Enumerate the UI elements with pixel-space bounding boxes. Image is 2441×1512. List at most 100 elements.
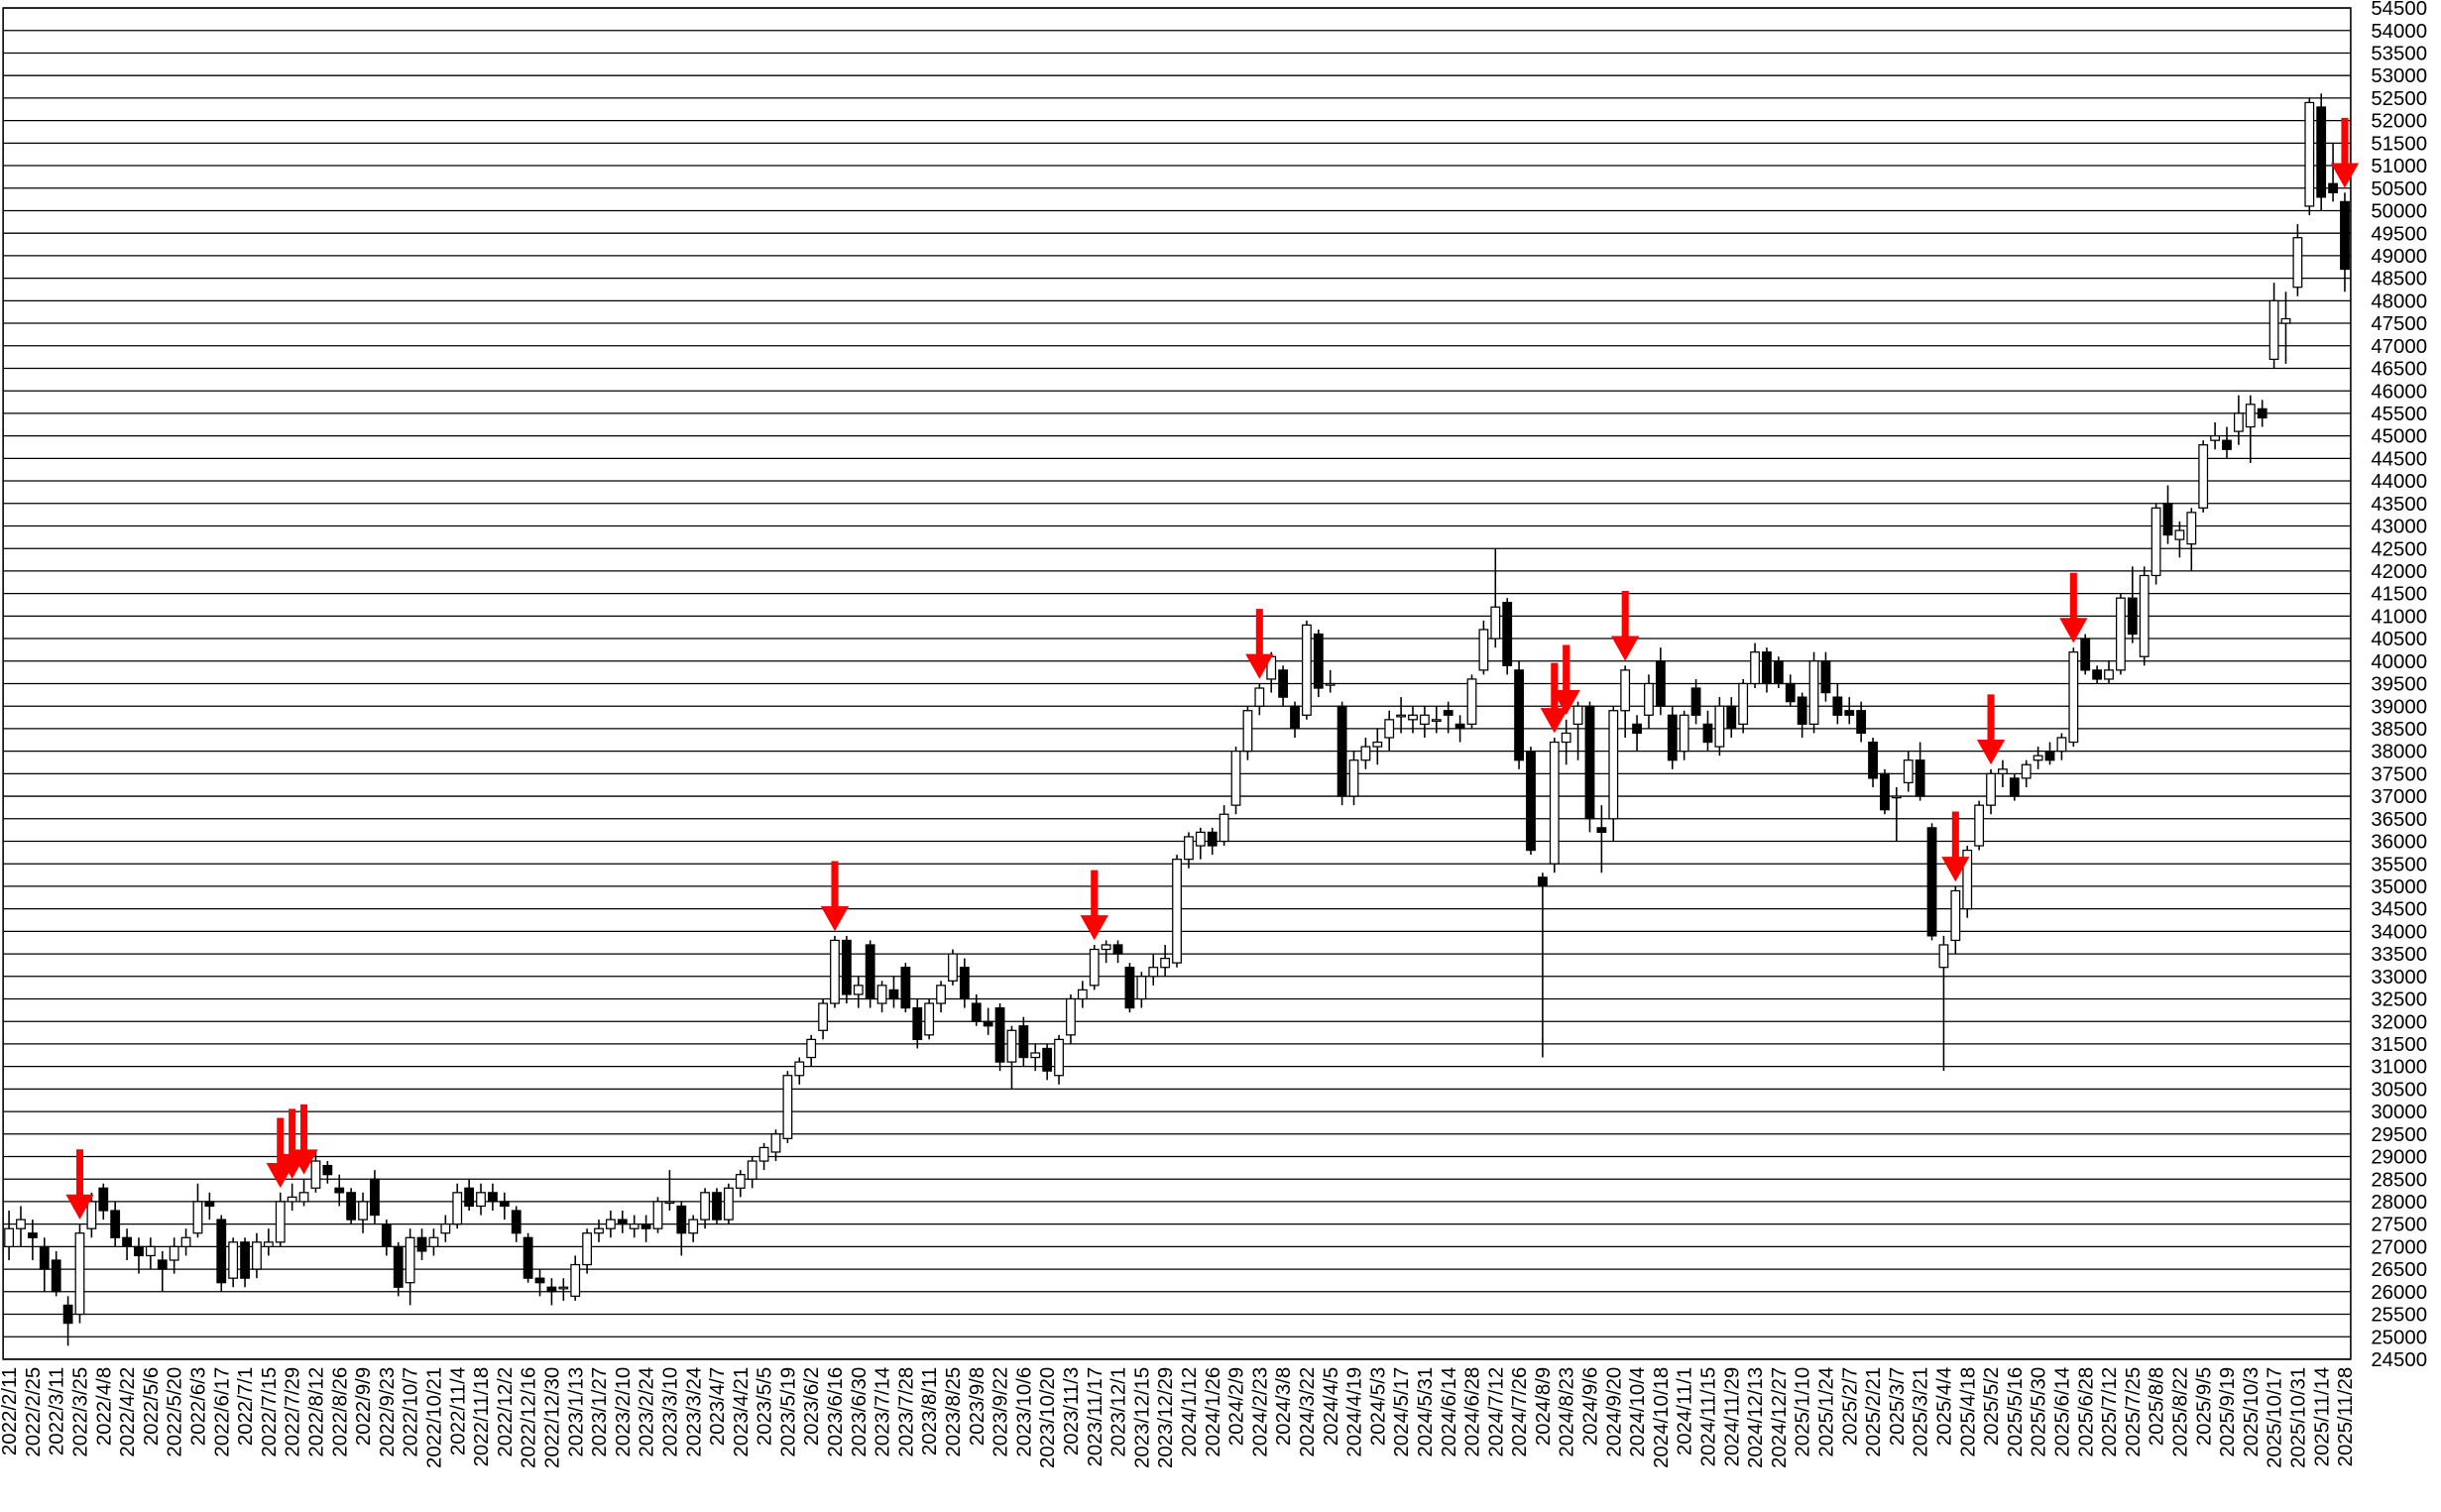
x-tick-label: 2025/7/25 — [2123, 1367, 2145, 1457]
candle-body — [263, 1241, 274, 1247]
candle-body — [2116, 597, 2126, 671]
candle-body — [2186, 512, 2197, 545]
arrow-head — [1080, 915, 1108, 941]
y-tick-label: 50500 — [2371, 178, 2427, 200]
x-tick-label: 2023/6/2 — [801, 1367, 823, 1446]
candle-body — [2304, 101, 2315, 207]
y-tick-label: 25500 — [2371, 1305, 2427, 1327]
candle-body — [948, 953, 958, 982]
candle-body — [534, 1277, 545, 1284]
candle-body — [2174, 529, 2185, 540]
x-tick-label: 2022/7/15 — [259, 1367, 281, 1457]
x-tick-label: 2023/10/20 — [1037, 1367, 1059, 1468]
candle-body — [1018, 1025, 1029, 1059]
arrows — [65, 117, 2360, 1220]
candle-body — [1219, 813, 1229, 843]
candle-body — [1726, 705, 1737, 730]
arrow-head — [2330, 163, 2360, 188]
x-tick-label: 2022/12/2 — [495, 1367, 517, 1457]
x-tick-label: 2025/9/19 — [2217, 1367, 2239, 1457]
y-tick-label: 39500 — [2371, 674, 2427, 696]
candle-body — [1348, 759, 1359, 797]
x-tick-label: 2023/6/30 — [849, 1367, 871, 1457]
x-tick-label: 2023/1/13 — [565, 1367, 587, 1457]
y-tick-label: 44500 — [2371, 448, 2427, 470]
candle-body — [2162, 503, 2173, 536]
x-tick-label: 2022/12/16 — [519, 1367, 540, 1468]
signal-arrow — [1941, 811, 1970, 882]
candle-body — [758, 1146, 769, 1162]
candle-body — [145, 1245, 156, 1257]
candle-body — [1880, 772, 1890, 811]
candle-body — [192, 1201, 203, 1234]
candle-body — [971, 1002, 982, 1022]
y-tick-label: 26500 — [2371, 1259, 2427, 1281]
y-tick-label: 45000 — [2371, 426, 2427, 448]
candle-body — [180, 1236, 191, 1247]
candle-body — [1986, 772, 1996, 806]
candle-body — [1089, 948, 1100, 987]
candle-body — [2104, 669, 2114, 680]
x-tick-label: 2024/5/17 — [1391, 1367, 1413, 1457]
candle-body — [1066, 997, 1076, 1036]
x-tick-label: 2025/9/5 — [2193, 1367, 2215, 1446]
y-tick-label: 30500 — [2371, 1079, 2427, 1101]
candle-body — [287, 1196, 297, 1203]
y-tick-label: 46500 — [2371, 359, 2427, 381]
candle-body — [346, 1192, 357, 1221]
signal-arrow — [820, 861, 850, 932]
candle-body — [2280, 317, 2291, 324]
candle-body — [405, 1236, 415, 1284]
x-tick-label: 2023/5/19 — [777, 1367, 799, 1457]
candle-body — [2257, 407, 2267, 419]
candle-body — [1844, 710, 1855, 716]
y-tick-label: 28000 — [2371, 1192, 2427, 1214]
candle-body — [1596, 827, 1607, 834]
x-tick-label: 2022/9/23 — [377, 1367, 399, 1457]
candle-body — [1785, 682, 1796, 703]
x-tick-label: 2024/11/29 — [1721, 1367, 1743, 1467]
candle-body — [252, 1241, 262, 1270]
signal-arrow — [1976, 694, 2006, 765]
candle-body — [640, 1223, 651, 1229]
arrow-head — [1611, 636, 1640, 661]
candle-body — [1655, 660, 1666, 707]
y-tick-label: 47000 — [2371, 336, 2427, 358]
plot-frame — [2, 7, 2352, 1360]
candle-body — [2139, 574, 2150, 657]
y-tick-label: 41500 — [2371, 584, 2427, 606]
candle-body — [1620, 669, 1631, 712]
candle-body — [1042, 1047, 1053, 1072]
candle-body — [841, 939, 852, 995]
candle-body — [1195, 831, 1206, 847]
candle-body — [1714, 705, 1725, 748]
candle-body — [1608, 710, 1619, 820]
candle-body — [723, 1187, 734, 1221]
candle-body — [393, 1245, 404, 1288]
y-tick-label: 34500 — [2371, 899, 2427, 921]
y-tick-label: 50000 — [2371, 201, 2427, 223]
y-tick-label: 51500 — [2371, 133, 2427, 155]
x-tick-label: 2025/8/22 — [2169, 1367, 2191, 1457]
x-tick-label: 2022/2/25 — [23, 1367, 45, 1457]
candle-body — [1632, 723, 1642, 735]
candle-body — [1077, 989, 1088, 1000]
candle-body — [1466, 678, 1477, 726]
x-tick-label: 2023/2/10 — [613, 1367, 635, 1457]
candle-body — [629, 1223, 639, 1229]
signal-arrow — [2330, 117, 2360, 188]
y-tick-label: 24500 — [2371, 1349, 2427, 1371]
candle-body — [1360, 746, 1371, 761]
candle-body — [1702, 723, 1713, 744]
candle-body — [888, 989, 899, 1000]
candle-body — [1679, 714, 1689, 753]
candle-body — [806, 1038, 817, 1059]
candle-body — [1230, 751, 1241, 806]
signal-arrow — [1540, 662, 1569, 734]
candle-body — [428, 1236, 439, 1247]
signal-arrow — [1080, 870, 1108, 941]
y-tick-label: 53000 — [2371, 65, 2427, 87]
x-tick-label: 2022/6/17 — [211, 1367, 233, 1457]
candle-body — [62, 1304, 73, 1325]
x-tick-label: 2024/11/1 — [1675, 1367, 1696, 1455]
